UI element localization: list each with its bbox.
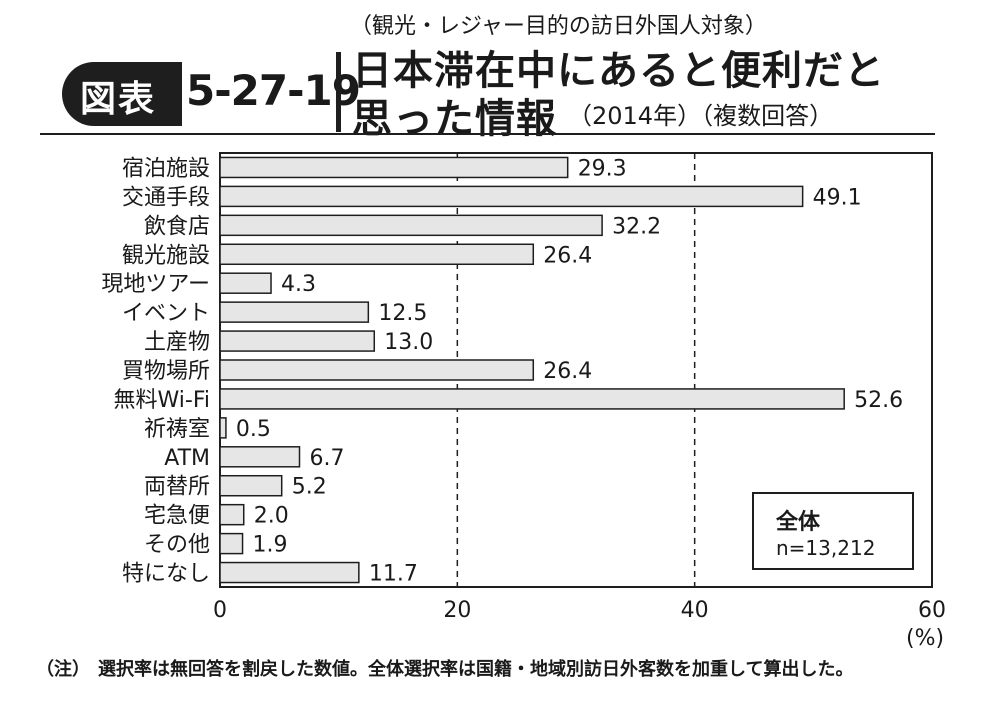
category-label: 現地ツアー [101,272,210,297]
legend-box: 全体 n=13,212 [752,492,914,570]
figure-number: 5-27-19 [186,66,361,115]
bar-13 [219,503,245,526]
bar-12 [219,474,283,497]
category-label: 両替所 [144,475,210,500]
value-label: 26.4 [543,359,592,384]
category-label: その他 [144,533,210,558]
value-label: 2.0 [254,504,289,529]
figure-label: 図表 [80,79,157,120]
chart-subtitle: （観光・レジャー目的の訪日外国人対象） [350,14,767,39]
category-label: 土産物 [144,330,210,355]
value-label: 1.9 [253,533,288,558]
category-label: 交通手段 [122,185,210,210]
bar-7 [219,330,376,352]
category-label: 買物場所 [122,359,210,384]
legend-title: 全体 [776,510,821,535]
bar-6 [219,301,370,323]
x-tick-label: 20 [443,598,471,623]
bar-15 [219,561,360,584]
category-label: イベント [122,301,210,326]
x-tick-label: 60 [918,598,946,623]
bar-8 [219,359,535,381]
chart-title-meta: （2014年）（複数回答） [568,102,834,130]
value-label: 4.3 [281,272,316,297]
value-label: 0.5 [236,417,271,442]
chart-header: 図表 5-27-19 （観光・レジャー目的の訪日外国人対象） 日本滞在中にあると… [0,0,1000,142]
header-rule [40,133,935,135]
bar-1 [219,156,569,179]
bar-10 [219,417,227,439]
category-label: 宿泊施設 [122,156,210,181]
legend-sample-size: n=13,212 [776,536,876,560]
category-label: 無料Wi-Fi [114,388,211,413]
category-label: 観光施設 [122,243,210,268]
value-label: 12.5 [378,301,427,326]
bar-14 [219,532,244,555]
value-label: 13.0 [384,330,433,355]
bar-3 [219,214,603,237]
value-label: 49.1 [813,185,862,210]
value-label: 26.4 [543,243,592,268]
figure-badge [62,62,182,126]
x-axis-unit: (%) [906,626,945,651]
bar-11 [219,446,301,468]
category-label: 特になし [122,562,210,587]
bar-5 [219,272,272,294]
value-label: 6.7 [310,446,345,471]
value-label: 32.2 [612,214,661,239]
title-divider [336,52,341,132]
x-tick-label: 0 [213,598,227,623]
value-label: 11.7 [369,562,418,587]
bar-4 [219,243,535,266]
chart-title-line1: 日本滞在中にあると便利だと [352,48,885,94]
bar-2 [219,185,804,208]
bar-9 [219,388,845,410]
category-label: ATM [164,446,210,471]
category-label: 飲食店 [144,214,210,239]
category-label: 祈祷室 [144,417,210,442]
value-label: 52.6 [854,388,903,413]
x-tick-label: 40 [681,598,709,623]
footnote-tag: （注） [36,659,90,680]
value-label: 29.3 [578,156,627,181]
footnote-text: 選択率は無回答を割戻した数値。全体選択率は国籍・地域別訪日外客数を加重して算出し… [98,659,854,680]
value-label: 5.2 [292,475,327,500]
category-label: 宅急便 [144,504,210,529]
